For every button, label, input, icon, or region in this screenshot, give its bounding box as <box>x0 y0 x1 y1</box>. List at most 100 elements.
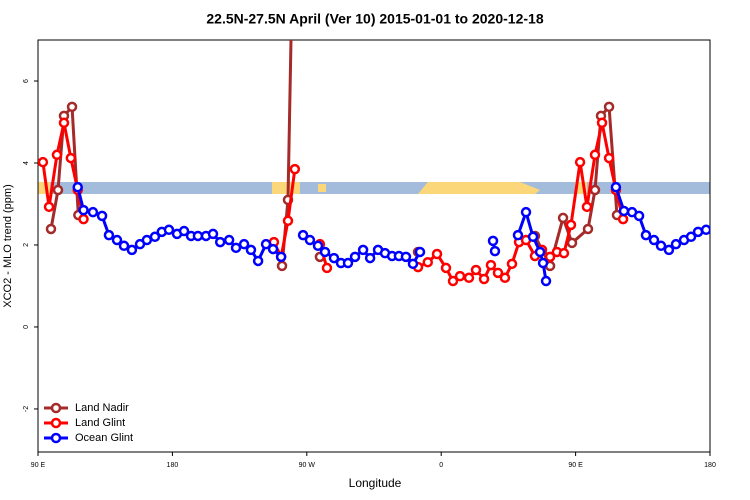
point <box>478 273 490 285</box>
point <box>603 152 615 164</box>
map-strip <box>38 182 710 194</box>
point <box>72 181 83 193</box>
point <box>103 229 115 241</box>
point <box>489 245 501 257</box>
point <box>463 272 475 284</box>
x-axis-label: Longitude <box>349 476 402 490</box>
point <box>574 156 586 168</box>
point <box>617 213 629 225</box>
x-tick-label: 90 W <box>299 462 316 469</box>
point <box>223 234 235 246</box>
point <box>670 238 682 250</box>
point <box>544 251 556 263</box>
legend-label: Land Nadir <box>75 402 129 414</box>
point <box>96 210 108 222</box>
point <box>603 101 615 113</box>
point <box>537 257 549 269</box>
point <box>87 206 99 218</box>
legend-label: Land Glint <box>75 417 125 429</box>
point <box>45 223 57 235</box>
point <box>328 252 340 264</box>
point <box>431 248 443 260</box>
point <box>557 212 569 224</box>
point <box>319 246 331 258</box>
point <box>141 234 153 246</box>
point <box>527 231 539 243</box>
legend-marker <box>50 402 62 414</box>
y-tick-label: 6 <box>23 79 30 83</box>
point <box>126 244 138 256</box>
x-tick-label: 90 E <box>568 462 583 469</box>
point <box>58 117 70 129</box>
point <box>66 101 78 113</box>
y-tick-label: 0 <box>23 325 30 329</box>
point <box>485 259 497 271</box>
x-tick-label: 0 <box>439 462 443 469</box>
point <box>685 231 697 243</box>
legend-label: Ocean Glint <box>75 432 133 444</box>
point <box>276 260 288 272</box>
x-tick-label: 180 <box>704 462 716 469</box>
point <box>252 255 264 267</box>
point <box>163 224 175 236</box>
point <box>78 213 89 225</box>
point <box>700 224 710 236</box>
point <box>540 275 552 287</box>
point <box>655 240 667 252</box>
x-tick-label: 180 <box>167 462 179 469</box>
y-tick-label: 2 <box>23 243 30 247</box>
point <box>440 262 452 274</box>
point <box>65 152 77 164</box>
point <box>589 149 601 161</box>
point <box>512 229 524 241</box>
point <box>357 244 369 256</box>
legend-marker <box>50 432 62 444</box>
point <box>487 235 499 247</box>
point <box>582 223 594 235</box>
point <box>364 252 376 264</box>
point <box>581 201 593 213</box>
point <box>640 229 652 241</box>
y-axis-label: XCO2 - MLO trend (ppm) <box>2 184 14 307</box>
y-tick-label: 4 <box>23 161 30 165</box>
point <box>342 257 354 269</box>
point <box>312 240 324 252</box>
point <box>492 267 504 279</box>
point <box>178 225 190 237</box>
point <box>470 264 482 276</box>
point <box>534 246 546 258</box>
x-tick-label: 90 E <box>31 462 46 469</box>
point <box>192 230 204 242</box>
point <box>267 243 279 255</box>
legend-marker <box>50 417 62 429</box>
point <box>589 184 601 196</box>
point <box>304 234 316 246</box>
plot-area <box>38 40 710 287</box>
point <box>245 244 257 256</box>
y-tick-label: -2 <box>23 406 30 412</box>
point <box>349 251 361 263</box>
point <box>499 272 511 284</box>
point <box>207 228 219 240</box>
point <box>43 201 55 213</box>
point <box>506 258 518 270</box>
point <box>52 184 64 196</box>
point <box>422 256 434 268</box>
point <box>400 251 412 263</box>
point <box>447 275 459 287</box>
point <box>289 163 301 175</box>
point <box>149 231 161 243</box>
point <box>51 149 63 161</box>
point <box>260 238 272 250</box>
point <box>407 258 419 270</box>
point <box>454 270 466 282</box>
point <box>648 234 660 246</box>
point <box>565 219 577 231</box>
point <box>238 238 250 250</box>
point <box>566 237 578 249</box>
point <box>414 246 426 258</box>
point <box>118 240 130 252</box>
point <box>38 156 49 168</box>
point <box>230 242 242 254</box>
